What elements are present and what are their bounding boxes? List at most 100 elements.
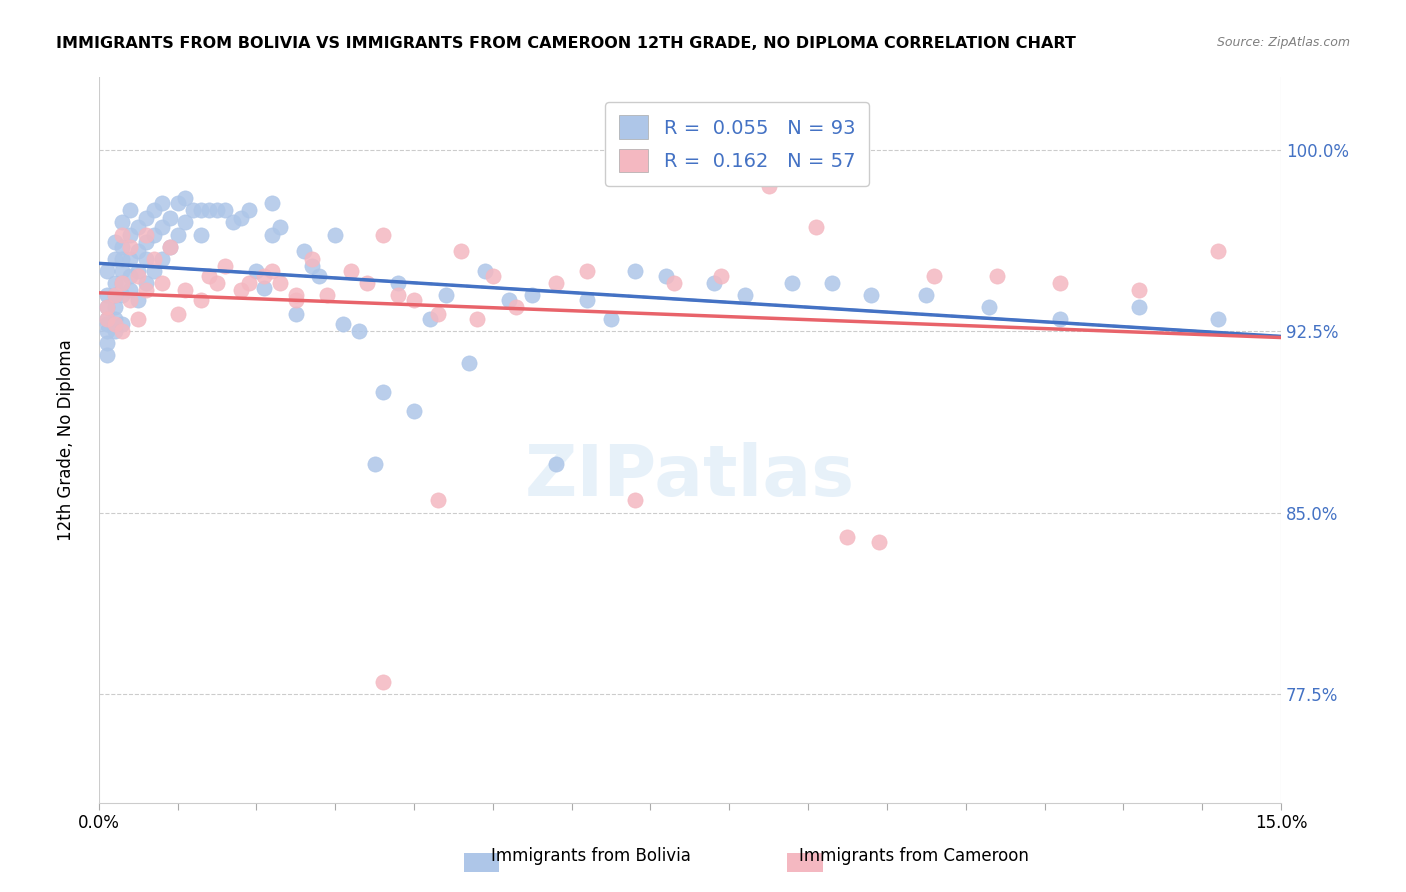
Point [111,276,134,290]
Point [308,268,330,283]
Point [253,281,276,295]
Point [150,220,173,235]
Point [111,240,134,254]
Point [111,324,134,338]
Point [979,300,1001,314]
Point [103,252,125,266]
Point [1128,283,1150,297]
Point [190,227,212,242]
Text: Immigrants from Bolivia: Immigrants from Bolivia [491,847,690,865]
Point [458,356,481,370]
Point [655,268,678,283]
Point [190,203,212,218]
Point [120,268,142,283]
Point [262,196,284,211]
Point [143,227,166,242]
Point [120,252,142,266]
Point [111,252,134,266]
Point [262,264,284,278]
Point [301,259,323,273]
Point [316,288,339,302]
Point [284,307,307,321]
Point [111,317,134,331]
Point [127,220,149,235]
Point [96,300,118,314]
Point [103,235,125,249]
Point [710,268,733,283]
Point [426,307,449,321]
Point [183,203,205,218]
Point [600,312,623,326]
Point [96,312,118,326]
Point [103,276,125,290]
Point [371,227,394,242]
Point [426,493,449,508]
Point [120,227,142,242]
Point [387,288,409,302]
Point [143,252,166,266]
Point [482,268,505,283]
Point [103,324,125,338]
Point [450,244,472,259]
Legend: R =  0.055   N = 93, R =  0.162   N = 57: R = 0.055 N = 93, R = 0.162 N = 57 [606,102,869,186]
Point [120,283,142,297]
Point [292,244,315,259]
Point [174,215,197,229]
Point [522,288,544,302]
Point [284,288,307,302]
Point [340,264,363,278]
Point [544,457,567,471]
Point [758,179,780,194]
Point [371,384,394,399]
Point [347,324,370,338]
Point [174,283,197,297]
Point [837,530,859,544]
Point [623,493,645,508]
Point [214,203,236,218]
Point [96,348,118,362]
Point [387,276,409,290]
Point [238,203,260,218]
Point [253,268,276,283]
Point [702,276,724,290]
Point [262,227,284,242]
Point [127,244,149,259]
Point [190,293,212,307]
Point [915,288,938,302]
Point [127,268,149,283]
Point [96,336,118,351]
Point [111,215,134,229]
Point [1049,312,1071,326]
Text: IMMIGRANTS FROM BOLIVIA VS IMMIGRANTS FROM CAMEROON 12TH GRADE, NO DIPLOMA CORRE: IMMIGRANTS FROM BOLIVIA VS IMMIGRANTS FR… [56,36,1076,51]
Point [111,227,134,242]
Point [245,264,267,278]
Point [111,264,134,278]
Point [103,288,125,302]
Point [120,293,142,307]
Point [143,264,166,278]
Point [323,227,346,242]
Point [103,312,125,326]
Point [205,203,228,218]
Point [166,307,188,321]
Point [222,215,245,229]
Point [96,264,118,278]
Point [103,317,125,331]
Point [662,276,685,290]
Y-axis label: 12th Grade, No Diploma: 12th Grade, No Diploma [58,339,75,541]
Point [860,288,883,302]
Point [127,293,149,307]
Point [922,268,945,283]
Point [465,312,488,326]
Text: Immigrants from Cameroon: Immigrants from Cameroon [799,847,1029,865]
Point [135,211,157,225]
Point [1206,312,1229,326]
Point [986,268,1008,283]
Point [301,252,323,266]
Point [1128,300,1150,314]
Point [205,276,228,290]
Point [103,288,125,302]
Point [434,288,457,302]
Point [120,240,142,254]
Point [269,220,291,235]
